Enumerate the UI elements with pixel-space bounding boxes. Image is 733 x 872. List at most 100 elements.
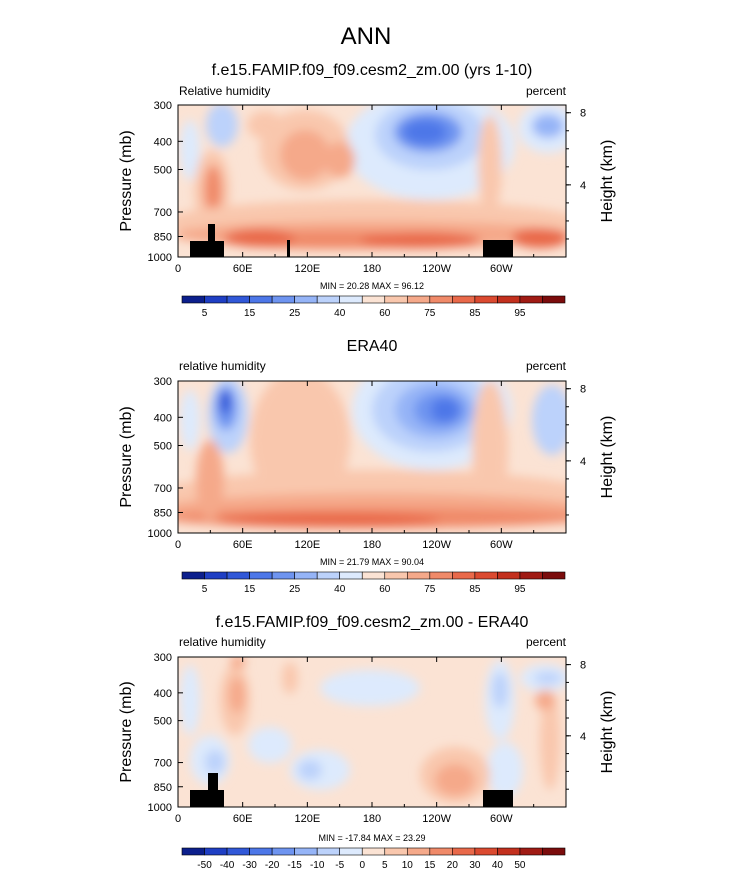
colorbar-label: 5	[202, 584, 208, 595]
colorbar-label: -50	[197, 860, 212, 871]
colorbar-box	[249, 847, 273, 856]
y2-tick-label: 8	[580, 108, 586, 120]
colorbar: MIN = 20.28 MAX = 96.12 5 15 25 40 60 75 85 95	[181, 281, 566, 319]
y-axis-label: Pressure (mb)	[118, 130, 135, 231]
y-tick-label: 850	[154, 507, 172, 519]
colorbar-label: 5	[202, 308, 208, 319]
panel-model: f.e15.FAMIP.f09_f09.cesm2_zm.00 (yrs 1-1…	[118, 62, 616, 275]
colorbar-box	[384, 295, 408, 304]
colorbar-box	[339, 847, 363, 856]
colorbar-box	[474, 571, 498, 580]
x-tick-label: 60W	[490, 263, 513, 275]
colorbar-box	[542, 847, 566, 856]
colorbar-label: 15	[244, 308, 256, 319]
panel-era40: ERA40 relative humidity percent	[118, 338, 616, 551]
x-tick-label: 60E	[233, 813, 253, 825]
panel-title: ERA40	[347, 338, 398, 355]
x-tick-label: 120E	[294, 539, 320, 551]
colorbar-label: -15	[287, 860, 302, 871]
y-tick-label: 1000	[148, 802, 172, 814]
axes: 0 60E 120E 180 120W 60W 300 400 500 700 850 1000 Pre…	[118, 652, 616, 825]
y2-tick-label: 8	[580, 660, 586, 672]
colorbar-box	[249, 295, 273, 304]
colorbar-box	[406, 571, 431, 580]
colorbar-box	[294, 295, 318, 304]
colorbar-box	[519, 295, 543, 304]
colorbar-label: 20	[447, 860, 459, 871]
colorbar-label: -20	[265, 860, 280, 871]
y-tick-label: 500	[154, 164, 172, 176]
colorbar-label: 10	[402, 860, 414, 871]
colorbar-box	[316, 847, 341, 856]
colorbar-box	[339, 295, 363, 304]
colorbar-box	[271, 571, 295, 580]
colorbar-box	[542, 571, 566, 580]
colorbar-box	[249, 571, 273, 580]
colorbar-box	[204, 295, 228, 304]
x-tick-label: 60W	[490, 813, 513, 825]
colorbar-box	[429, 847, 453, 856]
left-label: Relative humidity	[179, 84, 270, 98]
colorbar-label: 5	[382, 860, 388, 871]
y-tick-label: 1000	[148, 252, 172, 264]
colorbar-box	[339, 571, 363, 580]
right-label: percent	[526, 359, 567, 373]
colorbar-box	[384, 847, 408, 856]
y-tick-label: 300	[154, 100, 172, 112]
y-tick-label: 400	[154, 688, 172, 700]
x-tick-label: 120W	[422, 539, 451, 551]
axes: 0 60E 120E 180 120W 60W 300 400 500 700 850 1000 Pre…	[118, 100, 616, 275]
x-tick-label: 0	[175, 539, 181, 551]
y-tick-label: 500	[154, 440, 172, 452]
figure-title: ANN	[341, 23, 392, 50]
colorbar-label: 15	[424, 860, 436, 871]
y-tick-label: 300	[154, 652, 172, 664]
colorbar: MIN = -17.84 MAX = 23.29-50 -40 -30 -20 -15-…	[181, 833, 566, 871]
x-tick-label: 120E	[294, 263, 320, 275]
colorbar-box	[406, 847, 431, 856]
min-max-stats: MIN = 20.28 MAX = 96.12	[320, 281, 424, 291]
colorbar-label: 95	[514, 584, 526, 595]
axes: 0 60E 120E 180 120W 60W 300 400 500 700 850 1000 Pre…	[118, 376, 616, 551]
colorbar-label: 0	[359, 860, 365, 871]
colorbar-box	[474, 847, 498, 856]
y2-tick-label: 4	[580, 180, 586, 192]
colorbar-label: 85	[469, 308, 481, 319]
x-tick-label: 120W	[422, 813, 451, 825]
panel-title: f.e15.FAMIP.f09_f09.cesm2_zm.00 (yrs 1-1…	[212, 62, 533, 79]
left-label: relative humidity	[179, 359, 266, 373]
colorbar-box	[226, 571, 250, 580]
colorbar-box	[429, 571, 453, 580]
colorbar-box	[474, 295, 498, 304]
right-label: percent	[526, 84, 567, 98]
x-tick-label: 180	[363, 539, 381, 551]
colorbar-box	[181, 571, 205, 580]
colorbar-box	[204, 571, 228, 580]
y-tick-label: 400	[154, 136, 172, 148]
colorbar-box	[204, 847, 228, 856]
colorbar: MIN = 21.79 MAX = 90.04 5 15 25 40 60 75 85 95	[181, 557, 566, 595]
heatmap-field	[178, 381, 566, 533]
colorbar-box	[519, 571, 543, 580]
colorbar-box	[294, 571, 318, 580]
x-tick-label: 60E	[233, 263, 253, 275]
panel-difference: f.e15.FAMIP.f09_f09.cesm2_zm.00 - ERA40 …	[118, 614, 616, 825]
colorbar-box	[429, 295, 453, 304]
y-tick-label: 700	[154, 758, 172, 770]
panel-title: f.e15.FAMIP.f09_f09.cesm2_zm.00 - ERA40	[216, 614, 529, 631]
colorbar-box	[316, 295, 341, 304]
x-tick-label: 120W	[422, 263, 451, 275]
colorbar-box	[271, 847, 295, 856]
colorbar-label: 75	[424, 584, 436, 595]
y2-tick-label: 4	[580, 456, 586, 468]
colorbar-box	[226, 847, 250, 856]
y-tick-label: 1000	[148, 528, 172, 540]
colorbar-box	[497, 847, 521, 856]
x-tick-label: 60E	[233, 539, 253, 551]
colorbar-label: 30	[469, 860, 481, 871]
y-tick-label: 400	[154, 412, 172, 424]
colorbar-box	[181, 295, 205, 304]
terrain-mask	[190, 224, 513, 257]
colorbar-box	[181, 847, 205, 856]
y-tick-label: 700	[154, 207, 172, 219]
